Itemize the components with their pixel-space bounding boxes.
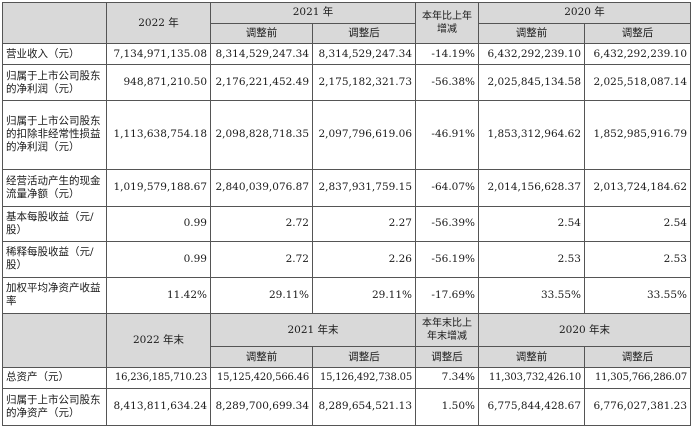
cell-2020-before: 6,432,292,239.10 — [478, 43, 585, 66]
header-label-corner — [2, 1, 107, 45]
header2-2021-adj-after: 调整后 — [312, 346, 416, 369]
row-label: 稀释每股收益（元/股） — [2, 240, 107, 278]
cell-2022: 0.99 — [106, 240, 211, 278]
cell-2022: 1,113,638,754.18 — [106, 100, 211, 170]
cell-2020-after: 2.54 — [584, 205, 691, 242]
table-row: 归属于上市公司股东的扣除非经常性损益的净利润（元） 1,113,638,754.… — [2, 100, 691, 170]
cell-2021-after: 15,126,492,738.05 — [312, 367, 416, 389]
header-2021-adj-after: 调整后 — [312, 22, 416, 45]
header2-year-2021: 2021 年末 — [210, 312, 416, 348]
header-2021-adj-before: 调整前 — [210, 22, 313, 45]
row-label: 经营活动产生的现金流量净额（元） — [2, 168, 107, 207]
cell-2021-after: 2.27 — [312, 205, 416, 242]
cell-2020-before: 33.55% — [478, 276, 585, 314]
row-label: 加权平均净资产收益率 — [2, 276, 107, 314]
header2-yoy-change: 本年末比上年末增减 — [415, 312, 479, 348]
cell-2021-before: 2.72 — [210, 240, 313, 278]
cell-2021-before: 2.72 — [210, 205, 313, 242]
header2-year-2020: 2020 年末 — [478, 312, 691, 348]
header-year-2020: 2020 年 — [478, 2, 691, 24]
cell-2021-before: 8,314,529,247.34 — [210, 43, 313, 66]
table-row: 经营活动产生的现金流量净额（元） 1,019,579,188.67 2,840,… — [2, 168, 691, 207]
row-label: 归属于上市公司股东的净资产（元） — [2, 387, 107, 427]
row-label: 归属于上市公司股东的扣除非经常性损益的净利润（元） — [2, 100, 107, 170]
cell-2022: 11.42% — [106, 276, 211, 314]
table-row: 归属于上市公司股东的净资产（元） 8,413,811,634.24 8,289,… — [2, 387, 691, 427]
row-label: 总资产（元） — [2, 367, 107, 389]
cell-2020-after: 6,432,292,239.10 — [584, 43, 691, 66]
header2-2021-adj-before: 调整前 — [210, 346, 313, 369]
cell-2020-after: 1,852,985,916.79 — [584, 100, 691, 170]
header-year-2021: 2021 年 — [210, 2, 416, 24]
header2-change-adj-after: 调整后 — [415, 346, 479, 369]
cell-2021-after: 29.11% — [312, 276, 416, 314]
cell-2020-before: 11,303,732,426.10 — [478, 367, 585, 389]
table-row: 加权平均净资产收益率 11.42% 29.11% 29.11% -17.69% … — [2, 276, 691, 314]
cell-2020-after: 33.55% — [584, 276, 691, 314]
cell-2021-before: 2,176,221,452.49 — [210, 64, 313, 102]
cell-2021-after: 2,097,796,619.06 — [312, 100, 416, 170]
cell-2020-before: 2,025,845,134.58 — [478, 64, 585, 102]
cell-2022: 0.99 — [106, 205, 211, 242]
cell-change: -56.19% — [415, 240, 479, 278]
cell-2021-before: 15,125,420,566.46 — [210, 367, 313, 389]
cell-2021-before: 8,289,700,699.34 — [210, 387, 313, 427]
cell-2021-before: 2,840,039,076.87 — [210, 168, 313, 207]
cell-2020-before: 6,775,844,428.67 — [478, 387, 585, 427]
cell-2020-before: 2.54 — [478, 205, 585, 242]
header-yoy-change: 本年比上年增减 — [415, 1, 479, 45]
cell-change: -46.91% — [415, 100, 479, 170]
cell-2021-after: 2,837,931,759.15 — [312, 168, 416, 207]
cell-2020-before: 1,853,312,964.62 — [478, 100, 585, 170]
cell-2022: 948,871,210.50 — [106, 64, 211, 102]
cell-2021-after: 8,289,654,521.13 — [312, 387, 416, 427]
cell-change: 7.34% — [415, 367, 479, 389]
cell-2022: 8,413,811,634.24 — [106, 387, 211, 427]
cell-change: -64.07% — [415, 168, 479, 207]
cell-2020-after: 11,305,766,286.07 — [584, 367, 691, 389]
cell-2020-after: 2,013,724,184.62 — [584, 168, 691, 207]
cell-2020-after: 2.53 — [584, 240, 691, 278]
cell-2020-after: 2,025,518,087.14 — [584, 64, 691, 102]
cell-2022: 7,134,971,135.08 — [106, 43, 211, 66]
header-year-2022: 2022 年 — [106, 1, 211, 45]
cell-2022: 16,236,185,710.23 — [106, 367, 211, 389]
table-row: 归属于上市公司股东的净利润（元） 948,871,210.50 2,176,22… — [2, 64, 691, 102]
cell-2022: 1,019,579,188.67 — [106, 168, 211, 207]
row-label: 归属于上市公司股东的净利润（元） — [2, 64, 107, 102]
header-2020-adj-after: 调整后 — [584, 22, 691, 45]
cell-2021-before: 2,098,828,718.35 — [210, 100, 313, 170]
header2-year-2022: 2022 年末 — [106, 312, 211, 369]
row-label: 营业收入（元） — [2, 43, 107, 66]
table-row: 基本每股收益（元/股） 0.99 2.72 2.27 -56.39% 2.54 … — [2, 205, 691, 242]
cell-2020-before: 2.53 — [478, 240, 585, 278]
header2-2020-adj-after: 调整后 — [584, 346, 691, 369]
cell-2021-after: 2,175,182,321.73 — [312, 64, 416, 102]
table-row: 总资产（元） 16,236,185,710.23 15,125,420,566.… — [2, 367, 691, 389]
cell-change: -56.39% — [415, 205, 479, 242]
cell-change: -17.69% — [415, 276, 479, 314]
cell-2021-after: 2.26 — [312, 240, 416, 278]
cell-2020-before: 2,014,156,628.37 — [478, 168, 585, 207]
header2-label-corner — [2, 312, 107, 369]
cell-change: -14.19% — [415, 43, 479, 66]
table-row: 稀释每股收益（元/股） 0.99 2.72 2.26 -56.19% 2.53 … — [2, 240, 691, 278]
header2-2020-adj-before: 调整前 — [478, 346, 585, 369]
cell-change: -56.38% — [415, 64, 479, 102]
header-2020-adj-before: 调整前 — [478, 22, 585, 45]
cell-2021-before: 29.11% — [210, 276, 313, 314]
cell-2021-after: 8,314,529,247.34 — [312, 43, 416, 66]
cell-2020-after: 6,776,027,381.23 — [584, 387, 691, 427]
cell-change: 1.50% — [415, 387, 479, 427]
table-row: 营业收入（元） 7,134,971,135.08 8,314,529,247.3… — [2, 43, 691, 66]
row-label: 基本每股收益（元/股） — [2, 205, 107, 242]
